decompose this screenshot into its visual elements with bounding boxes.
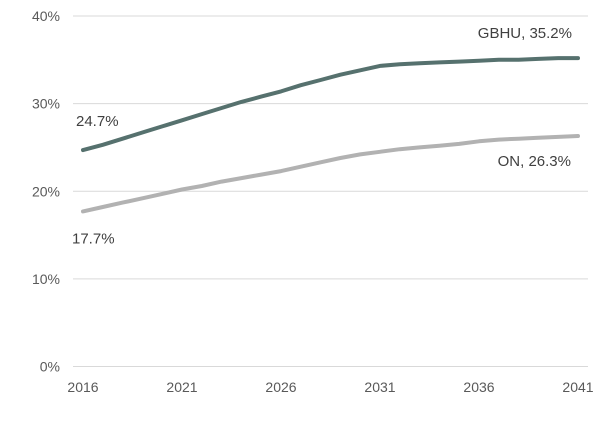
y-axis-tick-label: 30% — [32, 96, 60, 112]
x-axis-tick-label: 2031 — [364, 379, 395, 395]
y-axis-tick-label: 40% — [32, 8, 60, 24]
x-axis-tick-label: 2041 — [562, 379, 593, 395]
y-axis-tick-label: 0% — [40, 359, 60, 375]
on-start-label: 17.7% — [72, 230, 115, 247]
x-axis-tick-label: 2021 — [166, 379, 197, 395]
x-axis-tick-label: 2026 — [265, 379, 296, 395]
y-axis-tick-label: 10% — [32, 271, 60, 287]
on-series-line — [81, 134, 580, 214]
gbhu-series-line — [81, 56, 580, 153]
y-axis-tick-label: 20% — [32, 183, 60, 199]
gbhu-start-label: 24.7% — [76, 113, 119, 130]
x-axis-tick-label: 2016 — [67, 379, 98, 395]
gbhu-end-label: GBHU, 35.2% — [478, 25, 572, 42]
on-end-label: ON, 26.3% — [498, 153, 571, 170]
x-axis-tick-label: 2036 — [463, 379, 494, 395]
